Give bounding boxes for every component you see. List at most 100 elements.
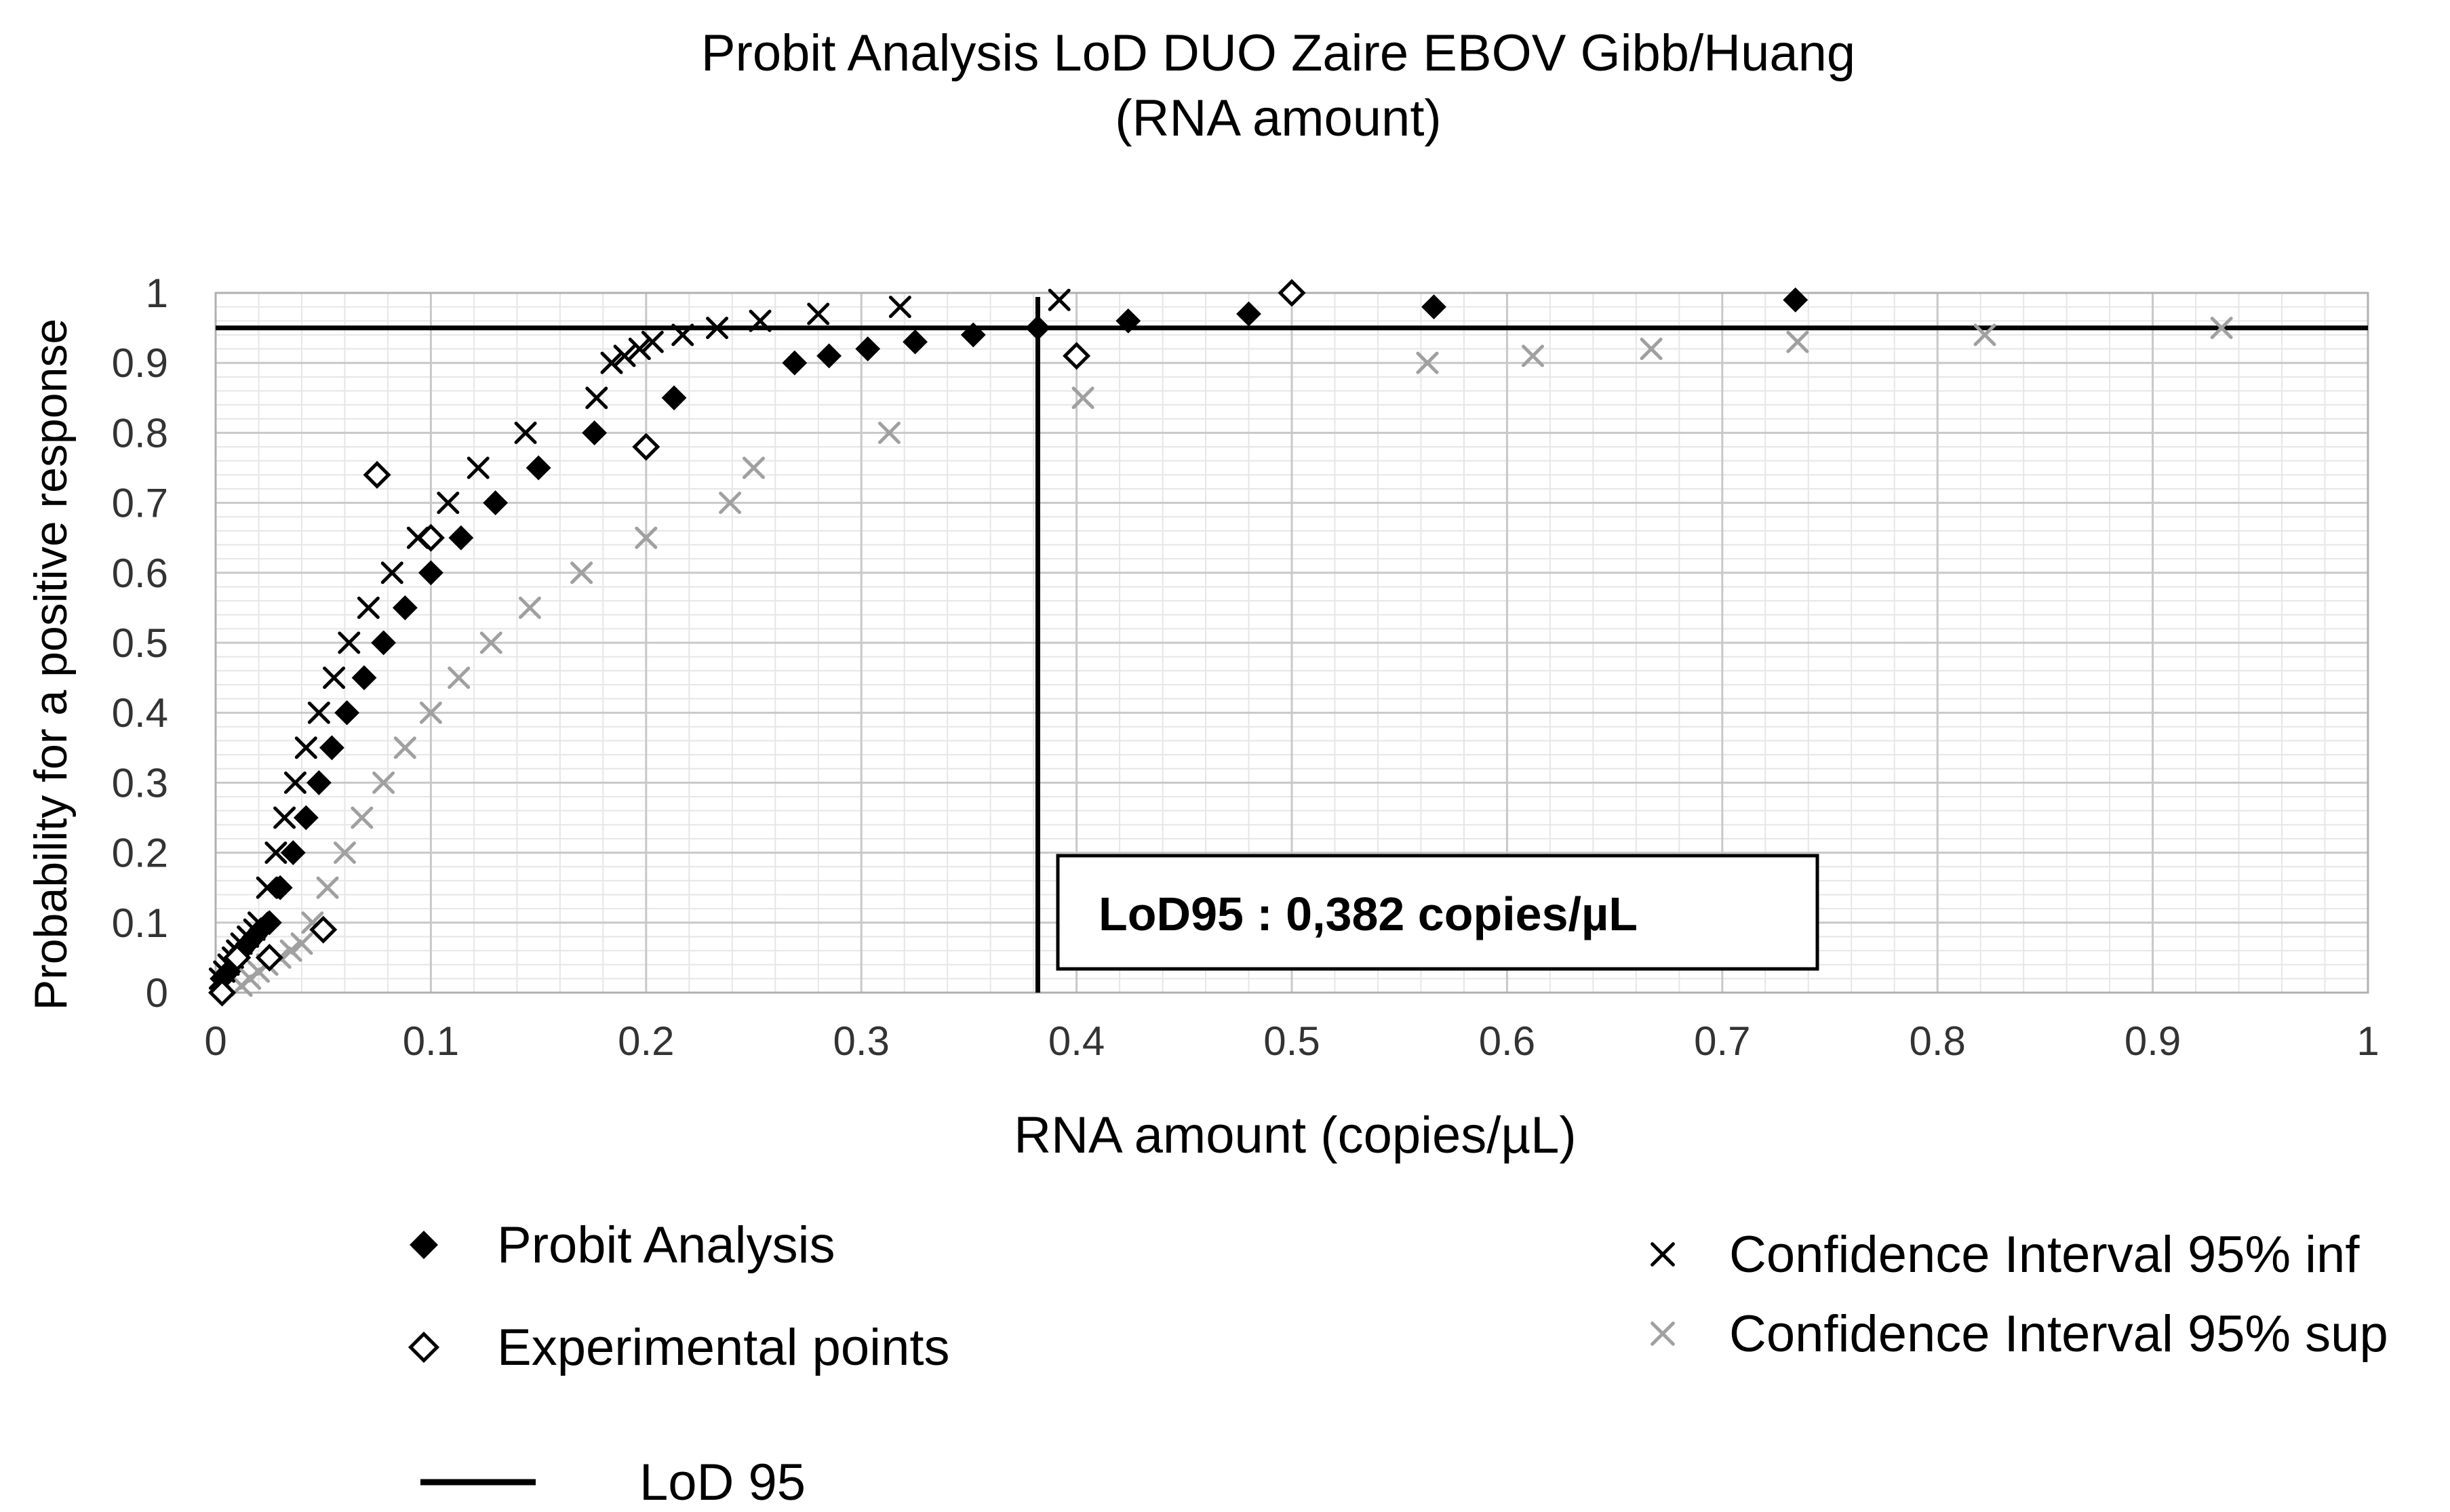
cross-stroke: [600, 351, 623, 374]
data-point-confidence-interval-95-sup: [635, 526, 658, 549]
cross-stroke: [671, 323, 694, 346]
data-point-probit-analysis: [661, 385, 687, 411]
cross-stroke: [1071, 386, 1094, 410]
y-tick-label: 0.4: [112, 690, 168, 736]
legend-marker: [1651, 1242, 1675, 1267]
cross-stroke: [467, 456, 490, 479]
cross-stroke: [294, 736, 317, 759]
data-point-probit-analysis: [418, 560, 443, 586]
data-point-confidence-interval-95-inf: [338, 631, 361, 654]
data-point-confidence-interval-95-inf: [283, 771, 307, 794]
cross-stroke: [877, 421, 901, 444]
data-point-confidence-interval-95-sup: [279, 939, 302, 962]
legend-item: Confidence Interval 95% sup: [1651, 1305, 2388, 1363]
cross-stroke: [333, 841, 356, 864]
data-point-probit-analysis: [1236, 301, 1261, 327]
data-point-probit-analysis: [351, 665, 377, 691]
legend-item: LoD 95: [420, 1454, 806, 1511]
data-point-experimental-points: [416, 523, 445, 552]
legend-item: Probit Analysis: [410, 1216, 835, 1274]
data-point-probit-analysis: [267, 875, 293, 900]
data-point-probit-analysis: [1421, 294, 1446, 320]
legend-item: Confidence Interval 95% inf: [1651, 1226, 2360, 1284]
cross-stroke: [2210, 317, 2233, 340]
cross-stroke: [641, 330, 664, 353]
data-point-probit-analysis: [960, 322, 986, 348]
cross-stroke: [437, 492, 460, 515]
cross-stroke: [307, 701, 330, 724]
data-point-confidence-interval-95-inf: [323, 667, 346, 690]
data-point-confidence-interval-95-sup: [1973, 323, 1996, 346]
cross-stroke: [290, 932, 313, 955]
data-point-confidence-interval-95-inf: [264, 841, 288, 864]
cross-stroke: [419, 701, 442, 724]
x-tick-label: 0.7: [1694, 1018, 1750, 1064]
data-point-probit-analysis: [371, 630, 396, 656]
cross-stroke: [372, 771, 395, 794]
cross-stroke: [749, 309, 772, 332]
data-point-probit-analysis: [319, 735, 344, 761]
data-point-experimental-points: [632, 433, 660, 461]
cross-stroke: [1786, 330, 1809, 353]
y-tick-label: 0: [146, 970, 168, 1016]
cross-stroke: [351, 806, 374, 829]
data-point-experimental-points: [223, 943, 252, 972]
legend-label: Confidence Interval 95% sup: [1729, 1305, 2388, 1363]
cross-stroke: [628, 338, 651, 361]
data-point-confidence-interval-95-sup: [1640, 338, 1663, 361]
cross-stroke: [635, 526, 658, 549]
cross-stroke: [719, 492, 742, 515]
legend-label: LoD 95: [639, 1454, 806, 1509]
cross-stroke: [283, 771, 307, 794]
cross-stroke: [1973, 323, 1996, 346]
data-point-experimental-points: [255, 943, 283, 972]
data-point-confidence-interval-95-sup: [1071, 386, 1094, 410]
data-point-confidence-interval-95-sup: [419, 701, 442, 724]
cross-stroke: [448, 667, 471, 690]
cross-stroke: [1521, 344, 1544, 367]
data-point-confidence-interval-95-inf: [273, 806, 296, 829]
cross-stroke: [743, 456, 765, 479]
data-point-confidence-interval-95-sup: [1521, 344, 1544, 367]
data-point-confidence-interval-95-inf: [888, 296, 911, 319]
data-point-confidence-interval-95-inf: [514, 421, 537, 444]
data-point-confidence-interval-95-inf: [380, 561, 403, 584]
cross-stroke: [1651, 1321, 1675, 1346]
series-experimental-points: [208, 279, 1306, 1007]
legend-marker: [1651, 1321, 1675, 1346]
data-point-confidence-interval-95-inf: [671, 323, 694, 346]
reference-lines: [216, 297, 2368, 993]
cross-stroke: [514, 421, 537, 444]
data-point-confidence-interval-95-sup: [877, 421, 901, 444]
data-point-experimental-points: [309, 915, 338, 944]
data-point-confidence-interval-95-sup: [479, 631, 502, 654]
data-point-experimental-points: [363, 460, 391, 489]
cross-stroke: [518, 596, 541, 619]
data-point-confidence-interval-95-inf: [600, 351, 623, 374]
data-point-probit-analysis: [782, 350, 808, 376]
cross-stroke: [256, 876, 279, 899]
data-point-confidence-interval-95-sup: [290, 932, 313, 955]
y-tick-label: 0.9: [112, 340, 168, 386]
y-tick-label: 0.2: [112, 831, 168, 876]
y-tick-label: 0.7: [112, 481, 168, 526]
cross-stroke: [1640, 338, 1663, 361]
cross-stroke: [273, 806, 296, 829]
legend: Probit Analysis Experimental points LoD 95…: [408, 1216, 2388, 1511]
cross-stroke: [338, 631, 361, 654]
x-axis-label: RNA amount (copies/µL): [1014, 1107, 1576, 1164]
data-point-confidence-interval-95-sup: [448, 667, 471, 690]
cross-stroke: [570, 561, 593, 584]
data-point-confidence-interval-95-inf: [294, 736, 317, 759]
legend-marker: [410, 1231, 438, 1259]
data-point-probit-analysis: [526, 455, 551, 481]
data-point-confidence-interval-95-inf: [706, 317, 729, 340]
data-point-experimental-points: [1063, 342, 1091, 370]
chart-title: Probit Analysis LoD DUO Zaire EBOV Gibb/…: [701, 24, 1855, 82]
data-point-confidence-interval-95-sup: [1786, 330, 1809, 353]
x-tick-label: 0.6: [1479, 1018, 1535, 1064]
data-point-confidence-interval-95-sup: [316, 876, 339, 899]
annotation-text: LoD95 : 0,382 copies/µL: [1099, 888, 1638, 940]
